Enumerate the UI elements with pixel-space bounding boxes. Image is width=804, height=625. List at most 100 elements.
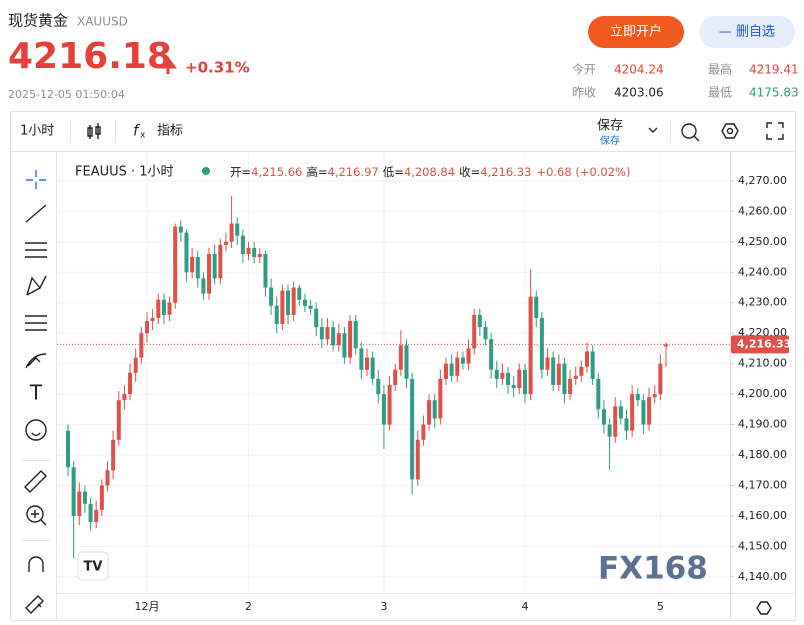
line-tool[interactable] (25, 204, 47, 223)
candle-body (489, 339, 494, 370)
tv-logo-text: TV (84, 560, 103, 575)
ohlc-change: +0.68 (+0.02%) (536, 165, 630, 179)
ruler-tool[interactable] (24, 470, 47, 493)
lock-tool[interactable] (25, 595, 44, 614)
candle-body (551, 357, 556, 385)
interval[interactable]: 1小时 (20, 124, 54, 139)
candle-body (156, 299, 161, 318)
candle-body (539, 317, 544, 370)
candle-body (365, 357, 369, 370)
candle-body (184, 232, 189, 273)
candle-body (308, 305, 313, 309)
candle-body (342, 333, 347, 358)
stat-label: 昨收 (572, 86, 596, 100)
y-tick-label: 4,180.00 (738, 448, 787, 461)
status-dot (202, 167, 210, 175)
remove-watch-button[interactable] (699, 16, 795, 48)
candle-body (319, 327, 324, 340)
brush-tool[interactable] (25, 353, 47, 369)
candle-body (562, 363, 567, 395)
candle-body (331, 327, 336, 346)
candle-body (596, 378, 601, 410)
axis-settings-icon[interactable] (756, 601, 772, 615)
candle-body (573, 375, 578, 379)
candle-body (212, 253, 217, 279)
last-price-label: 4,216.33 (737, 337, 791, 350)
fx-icon[interactable]: x (140, 131, 146, 141)
quick-search-icon[interactable] (681, 123, 697, 139)
fx-icon[interactable]: f (133, 122, 141, 140)
candle-body (252, 247, 257, 258)
symbol: XAUUSD (77, 15, 128, 29)
candle-body (460, 357, 465, 364)
x-tick-label: 12月 (134, 600, 159, 613)
y-tick-label: 4,170.00 (738, 478, 787, 491)
y-tick-label: 4,140.00 (738, 570, 787, 583)
candle-body (195, 257, 200, 279)
zoom-tool[interactable] (26, 505, 44, 523)
open-account-button[interactable] (588, 16, 684, 48)
candle-body (218, 244, 223, 279)
legend: FEAUUS · 1小时 (75, 165, 210, 180)
candle-body (66, 430, 70, 468)
remove-watch-text[interactable]: — 删自选 (719, 25, 775, 40)
candle-body (381, 394, 386, 425)
settings-icon (726, 127, 734, 135)
candle-icon[interactable] (87, 123, 101, 139)
candle-body (522, 369, 527, 395)
candle-body (579, 366, 584, 376)
candle-body (348, 321, 353, 358)
tv-logo[interactable] (77, 551, 109, 581)
change: +0.31% (185, 59, 250, 77)
indicators[interactable]: 指标 (157, 124, 183, 139)
candle-body (263, 253, 268, 288)
candle-body (240, 235, 245, 254)
candle-body (178, 226, 183, 233)
candle-body (427, 400, 432, 425)
ohlc-value: 4,208.84 (404, 165, 455, 179)
pattern-tool[interactable] (26, 275, 47, 296)
candle-body (398, 345, 403, 370)
emoji-tool (31, 432, 41, 436)
candle-body (88, 503, 93, 523)
last-price-box (731, 335, 789, 354)
y-tick-label: 4,270.00 (738, 174, 787, 187)
candle-body (494, 369, 499, 379)
magnet-tool[interactable] (28, 556, 44, 572)
candle-body (173, 226, 178, 303)
candle-body (410, 378, 415, 480)
stat-label: 最低 (708, 86, 732, 100)
y-tick-label: 4,240.00 (738, 265, 787, 278)
candle-body (438, 378, 443, 419)
stat-value: 4204.24 (614, 63, 664, 77)
candle-body (415, 439, 420, 480)
candle-body (77, 491, 82, 516)
chevron[interactable] (648, 127, 658, 133)
text-tool[interactable]: T (29, 381, 43, 405)
stat-value: 4219.41 (749, 63, 799, 77)
legend-title: FEAUUS · 1小时 (75, 165, 174, 180)
candle-body (257, 253, 262, 258)
candle-body (297, 287, 302, 300)
save[interactable]: 保存 (597, 119, 623, 134)
x-tick-label: 4 (521, 600, 528, 613)
candle-body (500, 372, 505, 379)
save-sub[interactable]: 保存 (600, 134, 620, 147)
fullscreen-icon[interactable] (766, 122, 784, 140)
candle-body (449, 363, 454, 376)
fib-tool[interactable] (25, 242, 47, 258)
projection-tool[interactable] (25, 315, 47, 331)
candle-body (607, 424, 612, 437)
open-account-text[interactable]: 立即开户 (610, 24, 662, 40)
candle-body (161, 299, 166, 315)
ohlc-label: 低= (383, 165, 404, 179)
candle-body (664, 344, 668, 347)
candle-body (455, 357, 460, 376)
candle-body (472, 314, 477, 349)
quick-search-icon (693, 135, 700, 142)
crosshair-tool[interactable] (26, 170, 46, 189)
candle-body (601, 409, 606, 425)
settings-icon[interactable] (721, 123, 739, 139)
ohlc-value: 4,216.33 (480, 165, 531, 179)
emoji-tool[interactable] (25, 419, 47, 441)
